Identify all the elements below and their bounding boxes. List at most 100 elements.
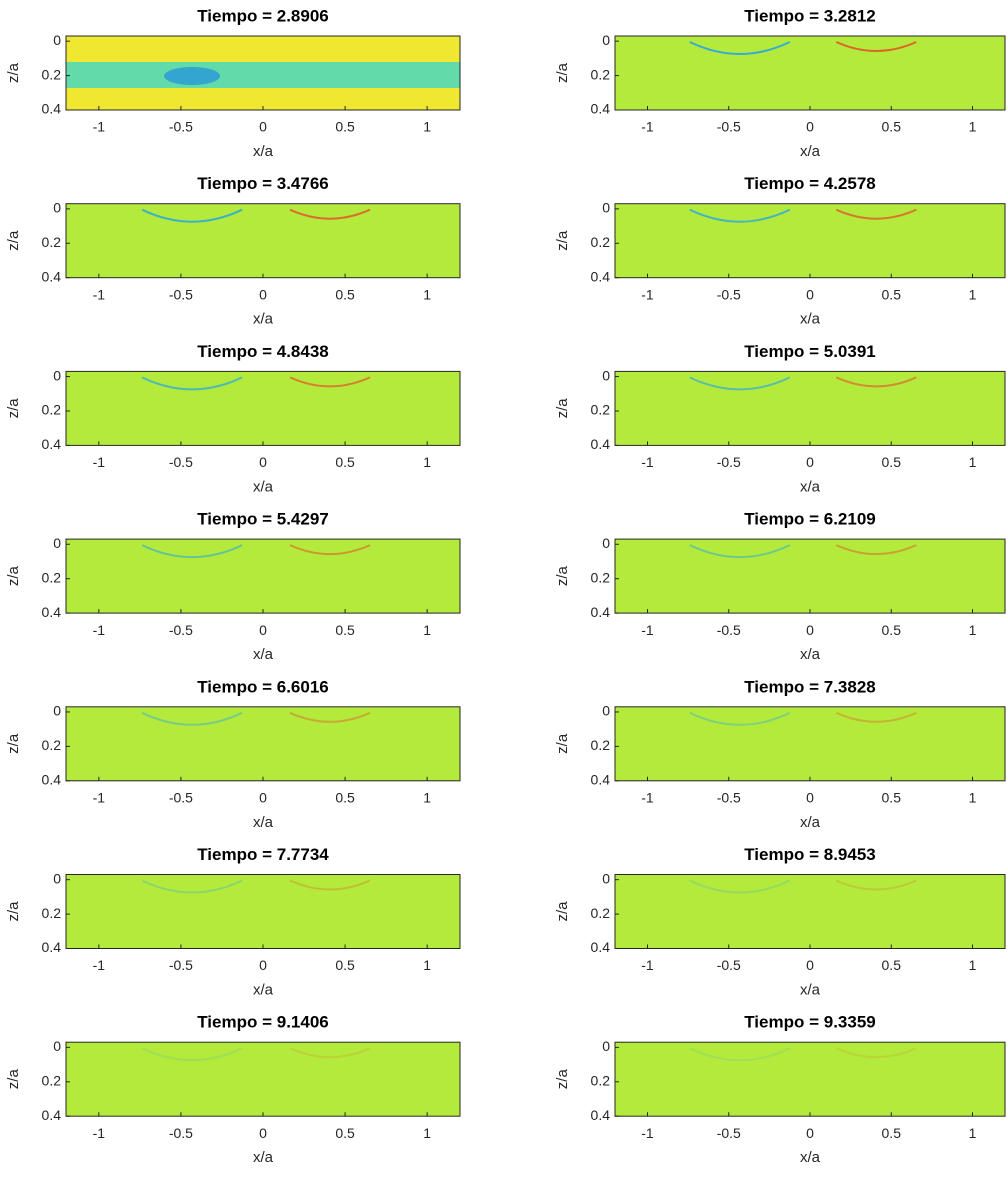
y-axis-label: z/a bbox=[5, 62, 22, 83]
x-tick-label: -1 bbox=[641, 454, 654, 470]
field-wave bbox=[141, 544, 243, 559]
x-tick-label: 0 bbox=[259, 454, 267, 470]
y-tick-label: 0.4 bbox=[42, 939, 62, 955]
x-tick-label: 0.5 bbox=[335, 790, 355, 806]
x-tick-label: 0.5 bbox=[882, 622, 902, 638]
y-tick-label: 0 bbox=[602, 200, 610, 216]
field-image bbox=[615, 539, 1005, 614]
y-axis-label: z/a bbox=[5, 733, 22, 754]
subplot-title: Tiempo = 6.6016 bbox=[197, 677, 329, 696]
field-wave bbox=[141, 1047, 243, 1062]
x-tick-label: -0.5 bbox=[717, 622, 741, 638]
x-tick-label: -0.5 bbox=[717, 286, 741, 302]
y-tick-label: 0.2 bbox=[591, 234, 611, 250]
field-wave bbox=[689, 1047, 791, 1062]
x-tick-label: 0.5 bbox=[335, 119, 355, 135]
y-tick-label: 0.4 bbox=[591, 101, 611, 117]
x-tick-label: 0.5 bbox=[882, 790, 902, 806]
field-wave bbox=[689, 711, 791, 726]
y-tick-label: 0.4 bbox=[42, 1107, 62, 1123]
x-axis-label: x/a bbox=[253, 646, 274, 663]
x-tick-label: 0 bbox=[259, 1125, 267, 1141]
field-wave bbox=[689, 879, 791, 894]
x-tick-label: -0.5 bbox=[169, 790, 193, 806]
subplot-title: Tiempo = 8.9453 bbox=[744, 845, 876, 864]
y-axis-label: z/a bbox=[5, 1069, 22, 1090]
y-tick-label: 0 bbox=[53, 200, 61, 216]
field-image bbox=[66, 874, 460, 949]
x-axis-label: x/a bbox=[800, 646, 821, 663]
x-tick-label: 0 bbox=[806, 119, 814, 135]
y-tick-label: 0 bbox=[602, 32, 610, 48]
field-image bbox=[615, 203, 1005, 278]
subplot: Tiempo = 5.4297 -1 -0.5 0 0.5 1 0 0.2 0.4 x/a z/a bbox=[5, 510, 461, 663]
y-axis-label: z/a bbox=[554, 230, 571, 251]
x-tick-label: -0.5 bbox=[717, 454, 741, 470]
x-axis-label: x/a bbox=[800, 311, 821, 328]
x-tick-label: 1 bbox=[423, 454, 431, 470]
subplot-title: Tiempo = 3.4766 bbox=[197, 174, 329, 193]
y-tick-label: 0.2 bbox=[42, 402, 62, 418]
y-axis-label: z/a bbox=[554, 901, 571, 922]
x-tick-label: -1 bbox=[641, 622, 654, 638]
field-band bbox=[66, 62, 460, 88]
y-tick-label: 0.2 bbox=[591, 66, 611, 82]
x-axis-label: x/a bbox=[253, 814, 274, 831]
x-tick-label: 1 bbox=[969, 119, 977, 135]
field-wave bbox=[835, 41, 917, 52]
x-axis-label: x/a bbox=[800, 1149, 821, 1166]
subplot: Tiempo = 2.8906 -1 -0.5 0 0.5 1 0 0.2 0.4 x/a z/a bbox=[5, 6, 461, 160]
x-tick-label: -0.5 bbox=[717, 957, 741, 973]
subplot: Tiempo = 6.6016 -1 -0.5 0 0.5 1 0 0.2 0.4 x/a z/a bbox=[5, 677, 461, 831]
x-tick-label: 1 bbox=[969, 1125, 977, 1141]
x-tick-label: -0.5 bbox=[169, 1125, 193, 1141]
field-wave bbox=[289, 376, 371, 388]
y-tick-label: 0.4 bbox=[591, 604, 611, 620]
x-tick-label: -1 bbox=[641, 957, 654, 973]
x-tick-label: -0.5 bbox=[169, 286, 193, 302]
x-tick-label: 1 bbox=[423, 622, 431, 638]
field-wave bbox=[289, 879, 371, 891]
x-tick-label: 0 bbox=[806, 454, 814, 470]
field-wave bbox=[141, 711, 243, 726]
y-tick-label: 0.2 bbox=[591, 905, 611, 921]
field-image bbox=[66, 203, 460, 278]
x-axis-label: x/a bbox=[800, 478, 821, 495]
field-image bbox=[615, 371, 1005, 446]
x-tick-label: -1 bbox=[641, 790, 654, 806]
x-tick-label: 0 bbox=[806, 622, 814, 638]
x-tick-label: 0.5 bbox=[882, 1125, 902, 1141]
x-tick-label: 0 bbox=[806, 790, 814, 806]
subplot-title: Tiempo = 4.2578 bbox=[744, 174, 876, 193]
x-tick-label: 0 bbox=[259, 286, 267, 302]
y-tick-label: 0.2 bbox=[591, 402, 611, 418]
x-axis-label: x/a bbox=[253, 143, 274, 160]
x-tick-label: -0.5 bbox=[169, 957, 193, 973]
x-axis-label: x/a bbox=[253, 478, 274, 495]
subplot: Tiempo = 8.9453 -1 -0.5 0 0.5 1 0 0.2 0.4 x/a z/a bbox=[554, 845, 1006, 998]
subplot: Tiempo = 3.4766 -1 -0.5 0 0.5 1 0 0.2 0.4 x/a z/a bbox=[5, 174, 461, 328]
field-wave bbox=[835, 711, 917, 723]
x-tick-label: -1 bbox=[93, 622, 106, 638]
subplot: Tiempo = 9.3359 -1 -0.5 0 0.5 1 0 0.2 0.4 x/a z/a bbox=[554, 1013, 1006, 1166]
y-tick-label: 0.2 bbox=[591, 737, 611, 753]
field-wave bbox=[141, 376, 243, 391]
y-tick-label: 0.2 bbox=[42, 1072, 62, 1088]
x-tick-label: 0.5 bbox=[335, 622, 355, 638]
y-tick-label: 0 bbox=[53, 367, 61, 383]
x-tick-label: 1 bbox=[969, 957, 977, 973]
x-tick-label: 1 bbox=[423, 790, 431, 806]
x-tick-label: 0.5 bbox=[335, 286, 355, 302]
x-tick-label: -0.5 bbox=[169, 454, 193, 470]
subplot-title: Tiempo = 7.7734 bbox=[197, 845, 329, 864]
y-tick-label: 0 bbox=[602, 535, 610, 551]
y-axis-label: z/a bbox=[554, 565, 571, 586]
x-axis-label: x/a bbox=[253, 981, 274, 998]
x-tick-label: 1 bbox=[969, 286, 977, 302]
field-wave bbox=[835, 879, 917, 891]
y-tick-label: 0 bbox=[53, 1038, 61, 1054]
x-tick-label: 0.5 bbox=[335, 454, 355, 470]
subplot: Tiempo = 7.3828 -1 -0.5 0 0.5 1 0 0.2 0.4 x/a z/a bbox=[554, 677, 1006, 831]
field-image bbox=[615, 1042, 1005, 1117]
y-tick-label: 0.4 bbox=[42, 268, 62, 284]
